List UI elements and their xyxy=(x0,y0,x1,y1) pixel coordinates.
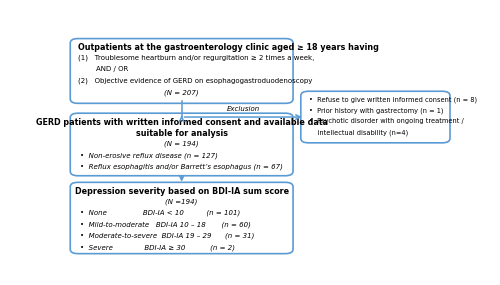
Text: Depression severity based on BDI-IA sum score: Depression severity based on BDI-IA sum … xyxy=(74,187,288,196)
Text: (2)   Objective evidence of GERD on esophagogastroduodenoscopy: (2) Objective evidence of GERD on esopha… xyxy=(78,78,312,84)
Text: suitable for analysis: suitable for analysis xyxy=(136,129,228,139)
Text: •  Psychotic disorder with ongoing treatment /: • Psychotic disorder with ongoing treatm… xyxy=(308,118,464,124)
Text: •  Prior history with gastrectomy (n = 1): • Prior history with gastrectomy (n = 1) xyxy=(308,107,443,113)
Text: •  Mild-to-moderate   BDI-IA 10 – 18       (n = 60): • Mild-to-moderate BDI-IA 10 – 18 (n = 6… xyxy=(80,221,251,228)
Text: (N = 194): (N = 194) xyxy=(164,141,199,147)
FancyBboxPatch shape xyxy=(70,38,293,103)
Text: •  Reflux esophagitis and/or Barrett’s esophagus (n = 67): • Reflux esophagitis and/or Barrett’s es… xyxy=(80,164,283,170)
Text: Outpatients at the gastroenterology clinic aged ≥ 18 years having: Outpatients at the gastroenterology clin… xyxy=(78,43,379,52)
Text: •  Refuse to give written informed consent (n = 8): • Refuse to give written informed consen… xyxy=(308,96,476,103)
FancyBboxPatch shape xyxy=(70,113,293,176)
FancyBboxPatch shape xyxy=(70,182,293,254)
Text: •  Moderate-to-severe  BDI-IA 19 – 29      (n = 31): • Moderate-to-severe BDI-IA 19 – 29 (n =… xyxy=(80,233,254,239)
Text: (N = 207): (N = 207) xyxy=(164,89,199,95)
Text: •  None                BDI-IA < 10          (n = 101): • None BDI-IA < 10 (n = 101) xyxy=(80,210,240,217)
Text: intellectual disability (n=4): intellectual disability (n=4) xyxy=(308,129,408,135)
Text: (1)   Troublesome heartburn and/or regurgitation ≥ 2 times a week,: (1) Troublesome heartburn and/or regurgi… xyxy=(78,55,314,61)
Text: AND / OR: AND / OR xyxy=(78,66,128,72)
Text: GERD patients with written informed consent and available data: GERD patients with written informed cons… xyxy=(36,118,328,127)
Text: •  Severe              BDI-IA ≥ 30           (n = 2): • Severe BDI-IA ≥ 30 (n = 2) xyxy=(80,244,235,251)
Text: •  Non-erosive reflux disease (n = 127): • Non-erosive reflux disease (n = 127) xyxy=(80,152,218,159)
Text: (N =194): (N =194) xyxy=(166,199,198,205)
FancyBboxPatch shape xyxy=(301,91,450,143)
Text: Exclusion: Exclusion xyxy=(226,105,260,111)
